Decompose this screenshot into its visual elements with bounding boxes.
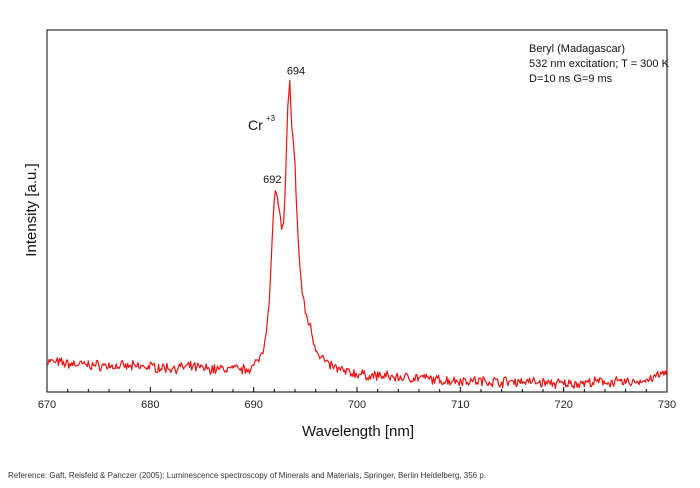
x-axis-title: Wavelength [nm] — [302, 423, 414, 440]
x-tick-label-710: 710 — [451, 399, 469, 411]
peak-labels: 692 694 — [263, 65, 305, 186]
x-tick-label-690: 690 — [244, 399, 262, 411]
x-tick-label-720: 720 — [554, 399, 572, 411]
info-line-1: Beryl (Madagascar) — [529, 43, 625, 55]
peak-label-694: 694 — [287, 65, 305, 77]
x-tick-label-670: 670 — [38, 399, 56, 411]
x-tick-label-730: 730 — [658, 399, 676, 411]
x-axis-tick-labels: 670 680 690 700 710 720 730 — [38, 399, 676, 411]
x-axis-ticks — [46, 387, 668, 392]
info-line-2: 532 nm excitation; T = 300 K — [529, 58, 670, 70]
spectrum-line — [46, 79, 668, 390]
species-label: Cr — [248, 117, 263, 133]
reference-citation: Reference: Gaft, Reisfeld & Panczer (200… — [8, 471, 487, 480]
species-charge: +3 — [266, 114, 276, 123]
peak-label-692: 692 — [263, 174, 281, 186]
x-tick-label-700: 700 — [348, 399, 366, 411]
info-line-3: D=10 ns G=9 ms — [529, 73, 613, 85]
y-axis-title: Intensity [a.u.] — [23, 163, 40, 256]
x-tick-label-680: 680 — [141, 399, 159, 411]
